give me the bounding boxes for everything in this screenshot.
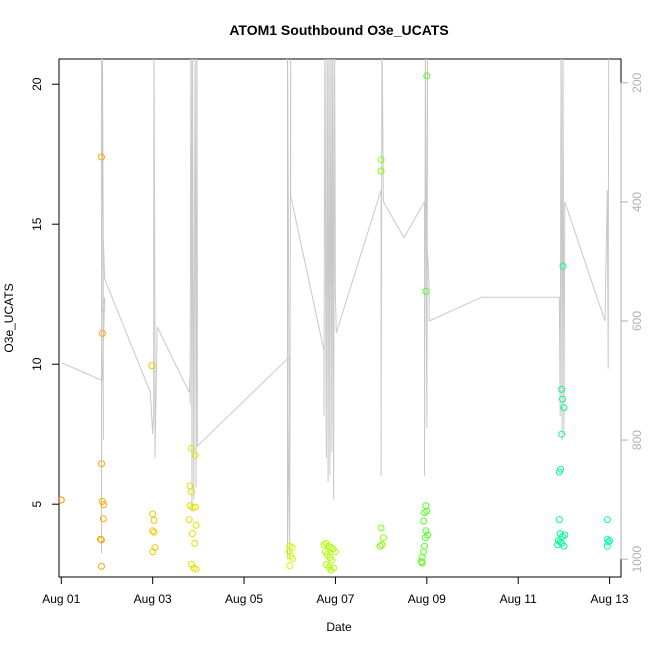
data-point [418, 559, 426, 567]
plot-area [57, 58, 622, 578]
data-point [98, 562, 105, 570]
data-point [604, 538, 612, 546]
y-axis-label: O3e_UCATS [2, 283, 16, 352]
y-tick-label: 20 [30, 77, 44, 91]
y-axis: 5 10 15 20 [30, 77, 59, 508]
secondary-y-tick-label: 800 [630, 430, 644, 450]
data-point [285, 548, 293, 556]
data-point [561, 531, 569, 539]
secondary-y-axis: 200 400 600 800 1000 [620, 72, 644, 572]
data-point [99, 515, 107, 523]
data-point [379, 534, 387, 542]
data-point [148, 362, 156, 370]
data-point [149, 510, 157, 518]
x-axis-label: Date [326, 620, 352, 634]
data-point [151, 544, 159, 552]
data-point [559, 395, 566, 403]
data-point [191, 539, 199, 547]
data-point [420, 517, 428, 525]
data-point [192, 565, 200, 573]
altitude-line [61, 59, 610, 560]
secondary-y-tick-label: 200 [630, 72, 644, 92]
x-tick-label: Aug 01 [42, 592, 80, 606]
data-point [149, 548, 157, 556]
data-point [423, 72, 431, 80]
data-point [188, 444, 195, 452]
plot-frame [58, 58, 622, 578]
data-point [188, 560, 195, 568]
data-point [289, 555, 296, 563]
data-point [560, 404, 568, 412]
data-point [377, 167, 385, 175]
data-point [149, 527, 157, 535]
data-point [331, 548, 339, 556]
x-tick-label: Aug 05 [225, 592, 263, 606]
data-point [191, 451, 199, 459]
data-point [100, 501, 108, 509]
x-tick-label: Aug 09 [408, 592, 446, 606]
data-point [555, 468, 563, 476]
data-point [191, 503, 199, 511]
data-point [376, 542, 384, 550]
data-point [421, 534, 429, 542]
data-point [421, 542, 428, 550]
data-point [377, 524, 385, 532]
data-point [150, 528, 158, 536]
altitude-profile [61, 59, 610, 560]
data-point [286, 562, 294, 570]
x-tick-label: Aug 07 [316, 592, 354, 606]
data-point [98, 153, 105, 161]
secondary-y-tick-label: 600 [630, 311, 644, 331]
data-point [57, 496, 65, 504]
secondary-y-tick-label: 1000 [630, 545, 644, 572]
x-tick-label: Aug 11 [500, 592, 537, 606]
data-point [185, 516, 193, 524]
data-point [188, 530, 196, 538]
data-point [98, 329, 106, 337]
data-point [192, 521, 200, 529]
data-point [558, 385, 566, 393]
data-point [554, 541, 561, 549]
data-point [558, 430, 566, 438]
y-tick-label: 5 [30, 501, 44, 508]
data-point [328, 556, 336, 564]
data-point [327, 566, 335, 574]
data-point [188, 488, 195, 496]
data-point [98, 497, 106, 505]
chart-title: ATOM1 Southbound O3e_UCATS [229, 22, 448, 38]
data-point [421, 509, 428, 517]
data-point [98, 460, 105, 468]
data-point [422, 502, 430, 510]
data-point [377, 156, 385, 164]
x-axis: Aug 01 Aug 03 Aug 05 Aug 07 Aug 09 Aug 11 Aug … [42, 576, 629, 606]
secondary-y-tick-label: 400 [630, 192, 644, 212]
data-point [559, 262, 567, 270]
data-point [560, 542, 568, 550]
x-tick-label: Aug 13 [591, 592, 629, 606]
data-points [57, 72, 614, 574]
data-point [378, 541, 386, 549]
data-point [420, 548, 428, 556]
data-point [98, 536, 105, 544]
data-point [603, 516, 611, 524]
data-point [603, 542, 611, 550]
y-tick-label: 15 [30, 217, 44, 231]
data-point [417, 558, 425, 566]
data-point [422, 527, 430, 535]
y-tick-label: 10 [30, 357, 44, 371]
data-point [422, 287, 430, 295]
data-point [150, 516, 158, 524]
data-point [555, 516, 563, 524]
x-tick-label: Aug 03 [134, 592, 172, 606]
